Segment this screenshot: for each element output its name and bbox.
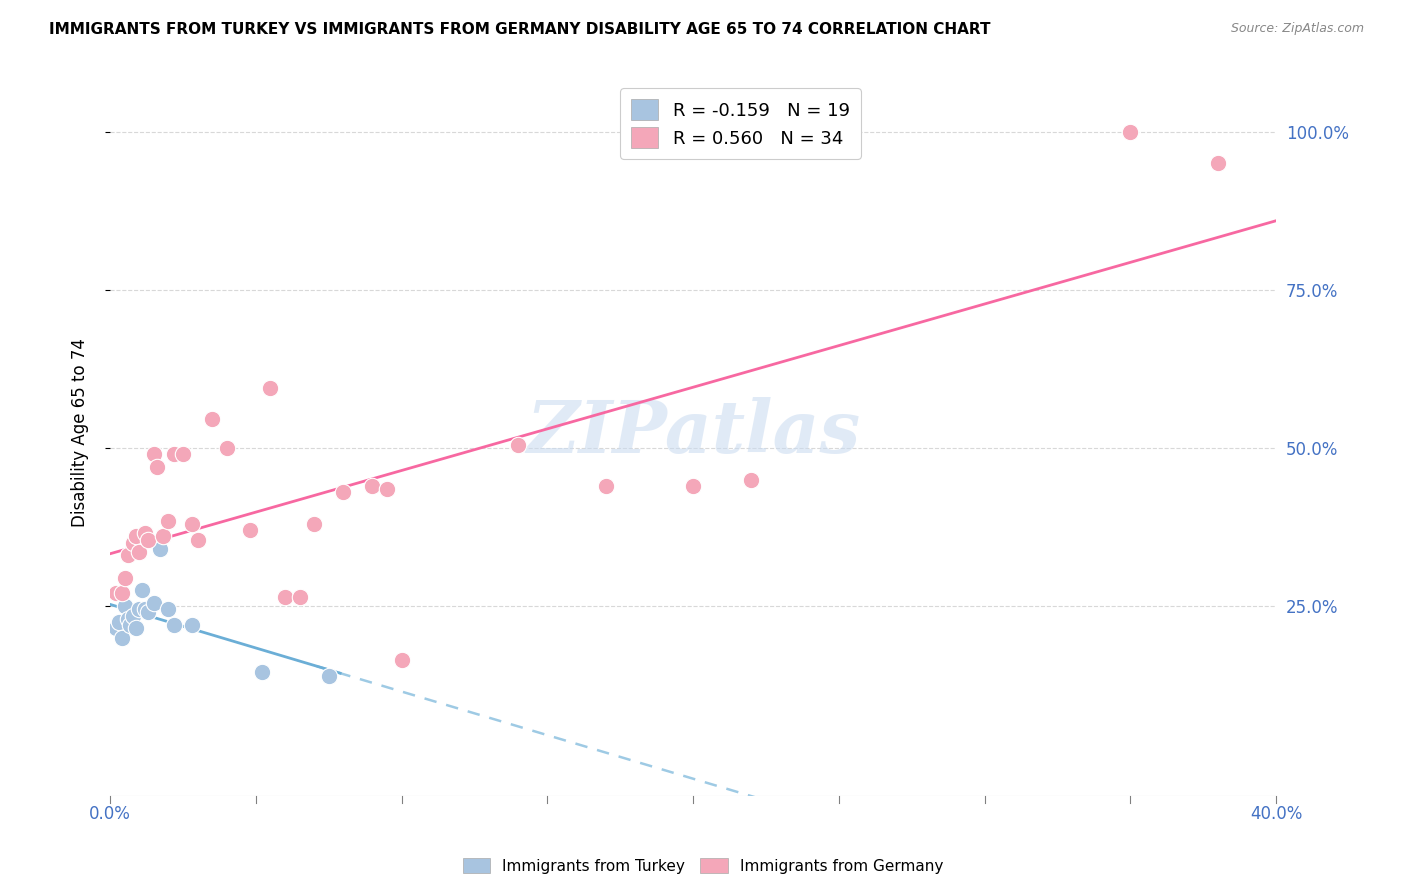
Point <box>595 479 617 493</box>
Point <box>120 618 142 632</box>
Text: Source: ZipAtlas.com: Source: ZipAtlas.com <box>1230 22 1364 36</box>
Point <box>250 665 273 680</box>
Point <box>134 526 156 541</box>
Point <box>163 447 186 461</box>
Point <box>172 447 194 461</box>
Point <box>104 586 127 600</box>
Point <box>145 459 167 474</box>
Point <box>128 602 150 616</box>
Point <box>1119 125 1142 139</box>
Point <box>201 412 224 426</box>
Point <box>114 571 136 585</box>
Point <box>391 653 413 667</box>
Point <box>332 485 354 500</box>
Point <box>1206 156 1229 170</box>
Point <box>274 590 297 604</box>
Point <box>122 608 145 623</box>
Point <box>740 473 762 487</box>
Point <box>259 381 281 395</box>
Point <box>180 516 202 531</box>
Legend: R = -0.159   N = 19, R = 0.560   N = 34: R = -0.159 N = 19, R = 0.560 N = 34 <box>620 88 860 159</box>
Point <box>117 612 139 626</box>
Point <box>186 533 208 547</box>
Point <box>288 590 311 604</box>
Point <box>142 596 165 610</box>
Point <box>375 482 398 496</box>
Point <box>682 479 704 493</box>
Point <box>136 606 159 620</box>
Point <box>122 536 145 550</box>
Point <box>361 479 384 493</box>
Point <box>215 441 238 455</box>
Point <box>114 599 136 613</box>
Point <box>157 514 180 528</box>
Point <box>508 438 530 452</box>
Point <box>149 542 172 557</box>
Point <box>128 545 150 559</box>
Point <box>152 529 174 543</box>
Point <box>111 631 134 645</box>
Point <box>111 586 134 600</box>
Point <box>108 615 131 629</box>
Text: ZIPatlas: ZIPatlas <box>526 397 860 467</box>
Point <box>142 447 165 461</box>
Point <box>125 621 148 635</box>
Point <box>134 602 156 616</box>
Point <box>104 621 127 635</box>
Point <box>163 618 186 632</box>
Point <box>157 602 180 616</box>
Point <box>117 549 139 563</box>
Point <box>239 523 262 537</box>
Point <box>180 618 202 632</box>
Point <box>131 583 153 598</box>
Point <box>318 668 340 682</box>
Text: IMMIGRANTS FROM TURKEY VS IMMIGRANTS FROM GERMANY DISABILITY AGE 65 TO 74 CORREL: IMMIGRANTS FROM TURKEY VS IMMIGRANTS FRO… <box>49 22 991 37</box>
Point <box>302 516 325 531</box>
Point <box>136 533 159 547</box>
Y-axis label: Disability Age 65 to 74: Disability Age 65 to 74 <box>72 338 89 526</box>
Legend: Immigrants from Turkey, Immigrants from Germany: Immigrants from Turkey, Immigrants from … <box>457 852 949 880</box>
Point <box>125 529 148 543</box>
